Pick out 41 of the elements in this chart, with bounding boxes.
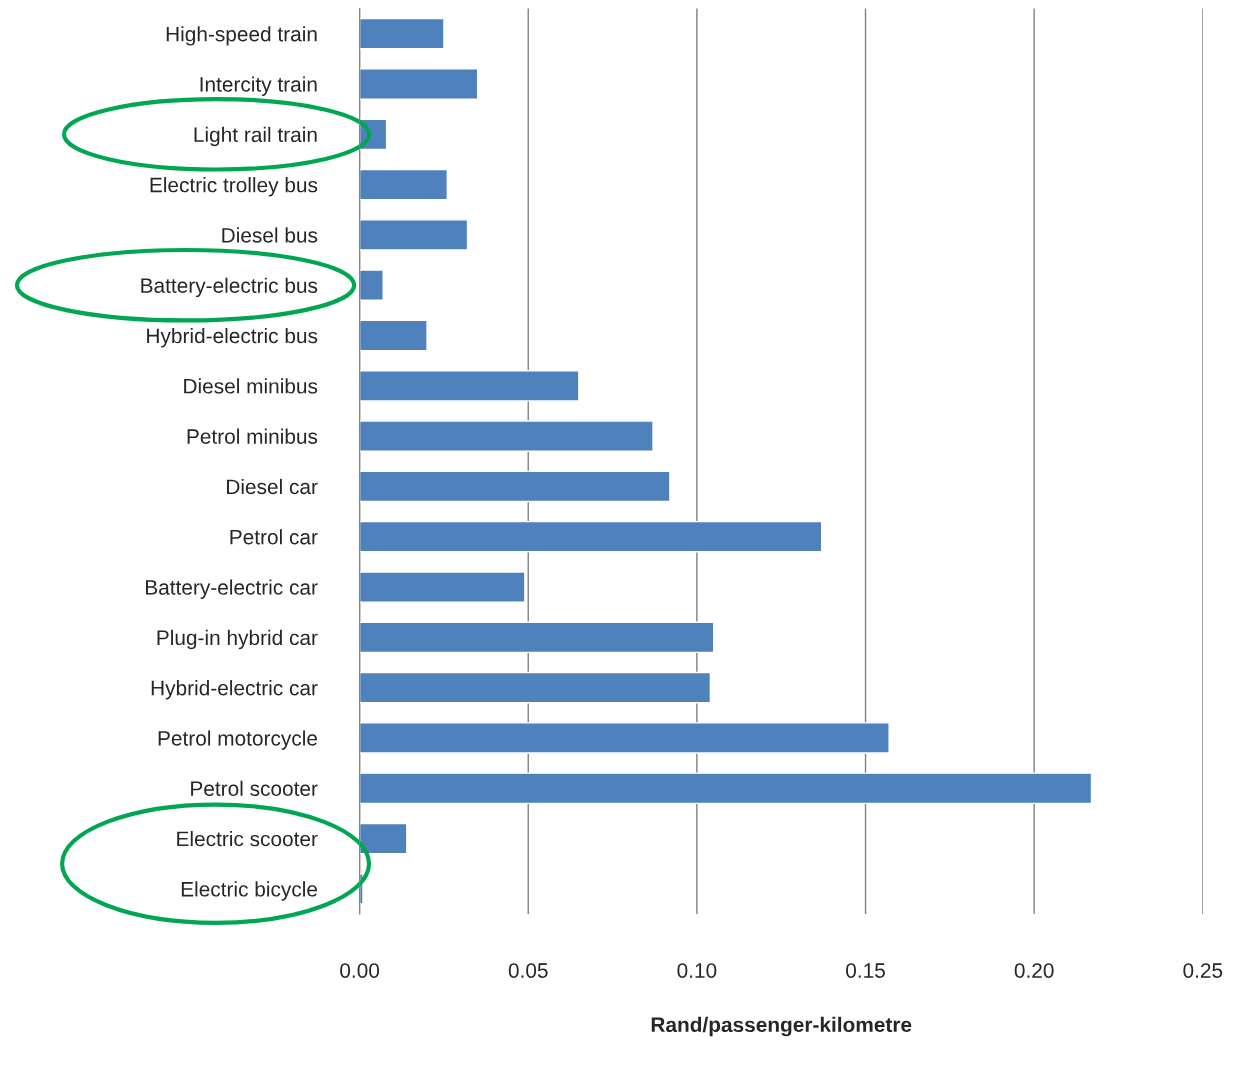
y-tick-label: Plug-in hybrid car bbox=[157, 629, 318, 650]
y-tick-label: Diesel bus bbox=[222, 227, 318, 243]
y-tick-label: Diesel minibus bbox=[184, 378, 318, 394]
bar bbox=[359, 269, 384, 302]
bar bbox=[359, 17, 445, 50]
x-axis-title: Rand/passenger-kilometre bbox=[651, 1016, 912, 1037]
x-tick-label: 0.15 bbox=[846, 963, 885, 978]
bar bbox=[359, 520, 823, 553]
bar bbox=[359, 370, 580, 402]
bar bbox=[359, 470, 671, 503]
y-tick-label: Diesel car bbox=[227, 478, 318, 495]
bar bbox=[359, 671, 712, 704]
bar bbox=[359, 722, 890, 754]
y-tick-label: Petrol scooter bbox=[191, 780, 318, 796]
bar bbox=[359, 68, 479, 100]
x-tick-label: 0.10 bbox=[677, 963, 717, 978]
y-tick-label: Battery-electric car bbox=[146, 579, 318, 599]
x-tick-label: 0.25 bbox=[1183, 963, 1223, 978]
y-tick-label: Petrol minibus bbox=[187, 428, 318, 444]
y-tick-label: Electric scooter bbox=[177, 830, 318, 847]
y-tick-label: Petrol motorcycle bbox=[158, 730, 318, 750]
y-tick-label: High-speed train bbox=[166, 26, 317, 46]
y-tick-label: Hybrid-electric bus bbox=[147, 327, 318, 348]
x-tick-label: 0.20 bbox=[1014, 963, 1054, 978]
bar bbox=[359, 772, 1093, 805]
y-tick-label: Electric bicycle bbox=[181, 881, 318, 901]
bar bbox=[359, 219, 469, 251]
bar bbox=[359, 420, 654, 452]
bar bbox=[359, 319, 428, 352]
y-tick-label: Battery-electric bus bbox=[141, 277, 318, 298]
bar bbox=[359, 571, 526, 603]
x-tick-label: 0.00 bbox=[340, 963, 380, 978]
bar bbox=[359, 621, 715, 654]
bar bbox=[359, 168, 448, 201]
y-tick-label: Hybrid-electric car bbox=[151, 680, 318, 700]
y-tick-label: Petrol car bbox=[230, 529, 318, 545]
y-tick-label: Light rail train bbox=[194, 126, 317, 147]
y-tick-label: Electric trolley bus bbox=[150, 177, 318, 197]
bar bbox=[359, 822, 408, 855]
y-tick-label: Intercity train bbox=[200, 76, 317, 96]
x-tick-label: 0.05 bbox=[508, 963, 548, 978]
